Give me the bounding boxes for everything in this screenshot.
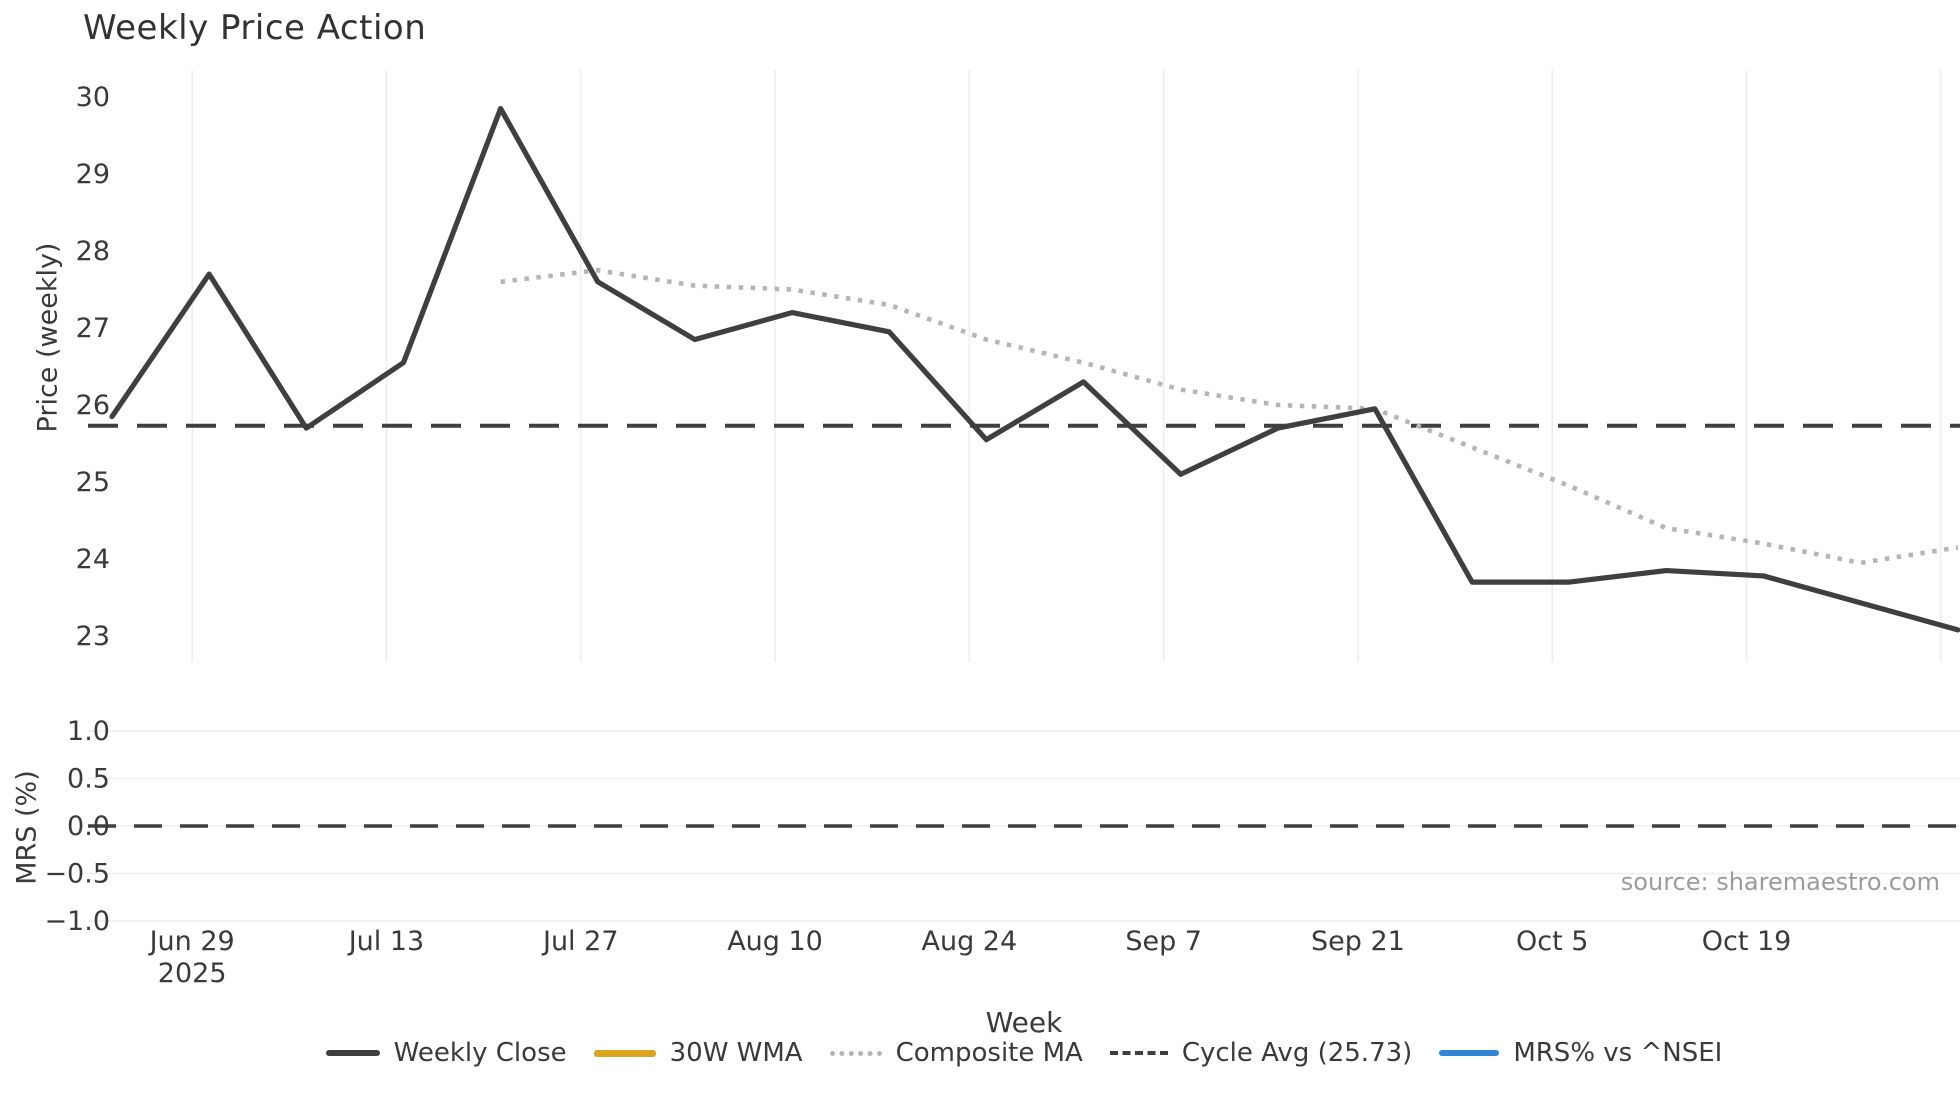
legend-item-cycle-avg: Cycle Avg (25.73) bbox=[1109, 1038, 1413, 1068]
x-axis-title: Week bbox=[985, 1006, 1063, 1039]
price-ytick-label: 29 bbox=[76, 159, 110, 190]
x-tick-label: Sep 7 bbox=[1125, 926, 1202, 957]
price-ytick-label: 23 bbox=[76, 621, 110, 652]
legend-label: MRS% vs ^NSEI bbox=[1513, 1038, 1723, 1068]
mrs-ytick-label: 0.5 bbox=[67, 764, 110, 795]
price-ytick-label: 24 bbox=[76, 544, 110, 575]
price-ytick-label: 25 bbox=[76, 467, 110, 498]
x-tick-label: Aug 10 bbox=[727, 926, 823, 957]
legend-label: Composite MA bbox=[895, 1038, 1083, 1068]
wma-line-swatch-icon bbox=[593, 1049, 656, 1057]
mrs-ytick-label: 1.0 bbox=[67, 716, 110, 747]
legend-label: Weekly Close bbox=[393, 1038, 567, 1068]
weekly-close-line bbox=[109, 105, 1960, 633]
mrs-line-swatch-icon bbox=[1439, 1050, 1500, 1056]
x-tick-label: Jul 13 bbox=[347, 926, 425, 957]
legend-item-weekly-close: Weekly Close bbox=[325, 1038, 567, 1068]
mrs-ytick-label: −0.5 bbox=[44, 859, 110, 890]
price-axis-label: Price (weekly) bbox=[32, 242, 64, 433]
legend-item-mrs-nsei: MRS% vs ^NSEI bbox=[1439, 1038, 1722, 1068]
legend-item-30w-wma: 30W WMA bbox=[593, 1038, 803, 1068]
mrs-ytick-label: −1.0 bbox=[44, 906, 110, 937]
x-tick-label: Oct 19 bbox=[1702, 926, 1792, 957]
x-tick-label: Oct 5 bbox=[1516, 926, 1588, 957]
x-tick-label: Sep 21 bbox=[1311, 926, 1405, 957]
composite-ma-line bbox=[500, 267, 1959, 566]
x-tick-year-label: 2025 bbox=[158, 958, 227, 989]
x-tick-label: Jul 27 bbox=[541, 926, 619, 957]
cycle-avg-line-swatch-icon bbox=[1109, 1051, 1168, 1055]
x-tick-label: Aug 24 bbox=[922, 926, 1018, 957]
price-ytick-label: 28 bbox=[76, 236, 110, 267]
legend-item-composite-ma: Composite MA bbox=[829, 1038, 1083, 1068]
legend-label: 30W WMA bbox=[669, 1038, 803, 1068]
x-tick-label: Jun 29 bbox=[148, 926, 235, 957]
chart-title: Weekly Price Action bbox=[83, 8, 427, 48]
mrs-axis-label: MRS (%) bbox=[11, 770, 43, 885]
legend-label: Cycle Avg (25.73) bbox=[1181, 1038, 1413, 1068]
price-ytick-label: 30 bbox=[76, 82, 110, 113]
weekly-close-line-swatch-icon bbox=[325, 1050, 380, 1056]
price-ytick-label: 26 bbox=[76, 390, 110, 421]
mrs-ytick-label: 0.0 bbox=[67, 811, 110, 842]
legend: Weekly Close 30W WMA Composite MA Cycle … bbox=[0, 1038, 1960, 1068]
composite-ma-line-swatch-icon bbox=[829, 1050, 882, 1056]
source-attribution: source: sharemaestro.com bbox=[1620, 868, 1940, 896]
price-ytick-label: 27 bbox=[76, 313, 110, 344]
